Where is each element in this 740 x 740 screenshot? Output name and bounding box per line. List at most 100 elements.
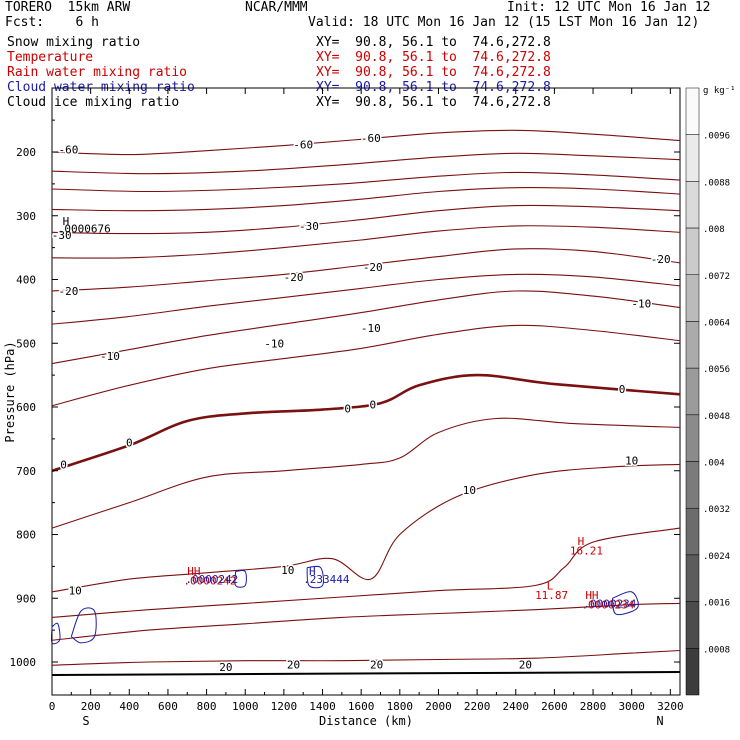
temperature-contour	[51, 649, 681, 666]
extremum-label: H	[309, 565, 316, 578]
extremum-label: .0000676	[58, 223, 111, 236]
colorbar-label: .0008	[703, 645, 730, 655]
x-tick-label: 2200	[464, 700, 491, 713]
temperature-contour	[51, 273, 681, 325]
temperature-label: -10	[100, 350, 120, 363]
colorbar-label: .0048	[703, 412, 730, 422]
field-xy-rain: XY= 90.8, 56.1 to 74.6,272.8	[316, 65, 551, 80]
temperature-label: -10	[361, 322, 381, 335]
center-title: NCAR/MMM	[245, 0, 308, 15]
x-tick-label: 1400	[309, 700, 336, 713]
colorbar-label: .008	[703, 225, 725, 235]
temperature-contour	[51, 373, 681, 473]
x-tick-label: 2000	[425, 700, 452, 713]
y-tick-label: 800	[16, 529, 36, 542]
field-xy-snow: XY= 90.8, 56.1 to 74.6,272.8	[316, 35, 551, 50]
y-tick-label: 1000	[10, 656, 37, 669]
colorbar-swatch	[685, 507, 700, 556]
temperature-label: -60	[293, 138, 313, 151]
x-tick-label: 0	[49, 700, 56, 713]
init-time: Init: 12 UTC Mon 16 Jan 12	[507, 0, 711, 15]
temperature-label: 0	[369, 398, 376, 411]
temperature-label: 0	[60, 458, 67, 471]
extremum-label: H	[578, 535, 585, 548]
temperature-label: 10	[281, 564, 294, 577]
y-axis-label: Pressure (hPa)	[3, 341, 17, 442]
temperature-label: -10	[631, 298, 651, 311]
temperature-label: 20	[519, 659, 532, 672]
colorbar-swatch	[685, 414, 700, 462]
temperature-label: -20	[284, 271, 304, 284]
y-tick-label: 300	[16, 210, 36, 223]
temperature-label: 10	[625, 455, 638, 468]
extremum-label: 16.21	[570, 544, 603, 557]
extremum-label: .0000234	[583, 597, 636, 610]
temperature-label: 0	[619, 383, 626, 396]
x-tick-label: 1800	[387, 700, 414, 713]
extremum-label: .0000234	[581, 599, 634, 612]
temperature-label: 20	[219, 661, 232, 674]
x-left-end-label: S	[82, 714, 89, 728]
temperature-label: -30	[52, 229, 72, 242]
temperature-contour	[51, 129, 681, 156]
colorbar-label: .0056	[703, 365, 730, 375]
x-axis-label: Distance (km)	[319, 714, 413, 728]
colorbar-label: .0096	[703, 132, 730, 142]
temperature-contour	[51, 248, 681, 292]
x-tick-label: 2400	[503, 700, 530, 713]
y-tick-label: 700	[16, 465, 36, 478]
temperature-label: 10	[69, 585, 82, 598]
cloud-water-contour	[611, 591, 639, 616]
y-tick-label: 900	[16, 592, 36, 605]
temperature-contour	[51, 225, 681, 259]
colorbar: .0096 .0088 .008 .0072 .0064 .0056 .0048 .004 .0…	[685, 87, 730, 696]
extremum-label: H	[63, 215, 70, 228]
cloud-water-contour	[234, 569, 247, 588]
temperature-contour	[51, 527, 681, 618]
field-name-temperature: Temperature	[7, 50, 94, 65]
x-tick-label: 2800	[580, 700, 607, 713]
field-xy-temperature: XY= 90.8, 56.1 to 74.6,272.8	[316, 50, 551, 65]
colorbar-swatch	[685, 321, 700, 369]
cloud-water-contour	[70, 607, 97, 644]
temperature-contour	[51, 204, 681, 235]
cloud-water-contour	[50, 622, 61, 645]
colorbar-label: .004	[703, 459, 725, 469]
extremum-label: 11.87	[535, 589, 568, 602]
extremum-label: .233444	[303, 573, 350, 586]
x-tick-label: 1600	[348, 700, 375, 713]
colorbar-label: .0088	[703, 178, 730, 188]
colorbar-label: .0032	[703, 505, 730, 515]
y-tick-label: 400	[16, 274, 36, 287]
x-tick-label: 200	[81, 700, 101, 713]
temperature-label: 10	[463, 484, 476, 497]
colorbar-label: .0072	[703, 272, 730, 282]
extremum-label: .0000242	[185, 573, 238, 586]
temperature-label: -10	[264, 337, 284, 350]
y-tick-label: 200	[16, 146, 36, 159]
field-name-rain: Rain water mixing ratio	[7, 65, 188, 80]
extremum-label: .0000242	[183, 574, 236, 587]
temperature-contour	[51, 187, 681, 212]
temperature-contour	[51, 463, 681, 593]
field-xy-cloud-ice: XY= 90.8, 56.1 to 74.6,272.8	[316, 95, 551, 110]
colorbar-label: .0064	[703, 318, 730, 328]
temperature-label: 20	[370, 659, 383, 672]
forecast-hour: Fcst: 6 h	[5, 15, 99, 30]
temperature-label: -20	[651, 253, 671, 266]
temperature-label: 20	[287, 659, 300, 672]
colorbar-swatch	[685, 87, 700, 135]
colorbar-label: .0024	[703, 552, 730, 562]
x-tick-label: 400	[119, 700, 139, 713]
model-title: TORERO 15km ARW	[5, 0, 131, 15]
y-tick-label: 500	[16, 337, 36, 350]
x-tick-label: 2600	[541, 700, 568, 713]
temperature-contour	[51, 290, 681, 365]
temperature-label: 0	[126, 437, 133, 450]
colorbar-label: .0016	[703, 599, 730, 609]
colorbar-swatch	[685, 461, 700, 509]
x-tick-label: 3200	[657, 700, 684, 713]
temperature-label: -20	[58, 285, 78, 298]
colorbar-swatch	[685, 227, 700, 276]
